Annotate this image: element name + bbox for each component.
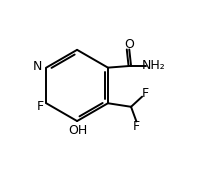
Text: F: F [37, 100, 44, 113]
Text: N: N [33, 60, 42, 73]
Text: O: O [124, 38, 134, 51]
Text: F: F [133, 119, 140, 133]
Text: NH₂: NH₂ [141, 59, 165, 72]
Text: OH: OH [68, 124, 88, 137]
Text: F: F [141, 87, 149, 100]
